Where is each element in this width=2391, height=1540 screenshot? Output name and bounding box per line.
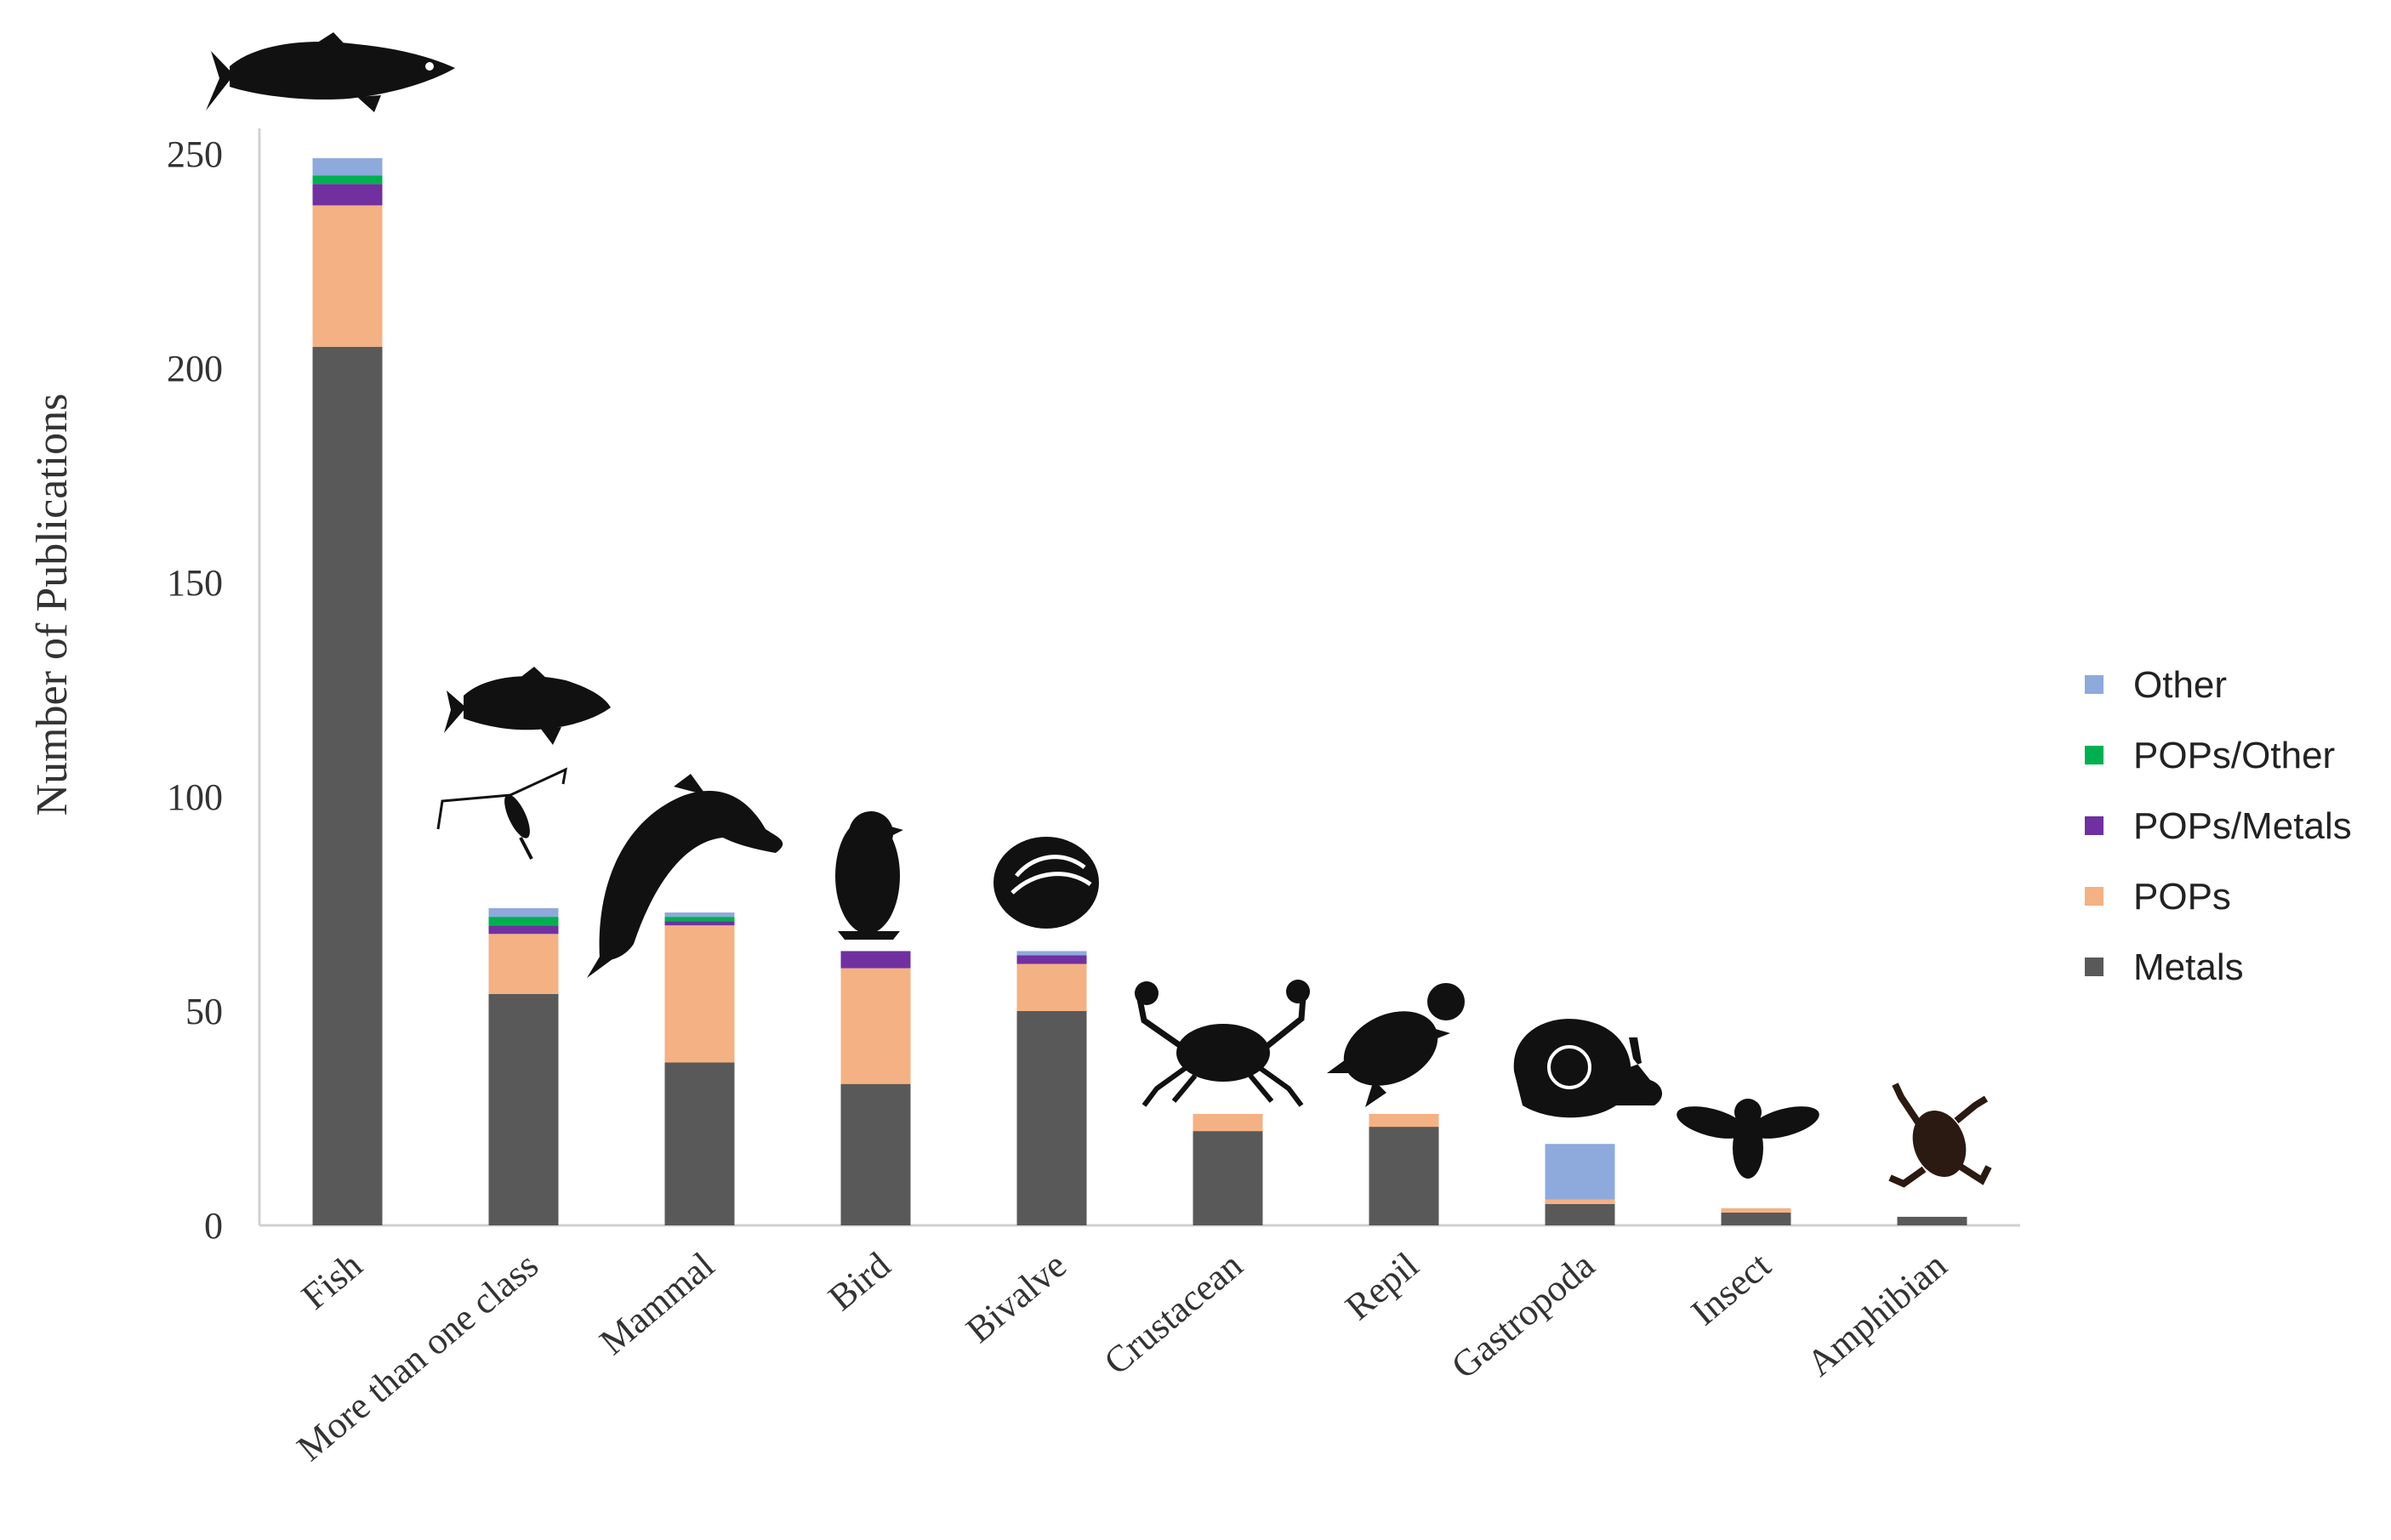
bar-segment: [1721, 1212, 1791, 1225]
legend-label: Metals: [2133, 946, 2244, 988]
bar-segment: [312, 175, 383, 185]
bar-segment: [312, 205, 383, 347]
y-tick-label: 200: [167, 348, 223, 389]
bar-segment: [1016, 1011, 1087, 1225]
crab-icon: [1135, 980, 1310, 1107]
frog-icon: [1888, 1083, 1992, 1188]
bar-segment: [488, 934, 559, 994]
penguin-icon: [835, 811, 903, 940]
x-tick-label: Fish: [293, 1244, 370, 1317]
y-tick-label: 150: [167, 562, 223, 604]
bar-segment: [1721, 1208, 1791, 1213]
bar-segment: [312, 184, 383, 206]
legend-swatch: [2085, 675, 2104, 694]
bar-segment: [312, 158, 383, 176]
bar-segment: [1016, 951, 1087, 956]
bar-segment: [488, 908, 559, 918]
bar-segment: [664, 925, 735, 1063]
fish-icon: [206, 32, 455, 112]
x-tick-label: Crustacean: [1096, 1244, 1250, 1383]
y-tick-label: 50: [185, 991, 223, 1032]
x-tick-label: Repil: [1337, 1244, 1426, 1328]
bar-segment: [1545, 1144, 1615, 1200]
turtle-icon: [1327, 983, 1465, 1107]
bar-segment: [1016, 955, 1087, 964]
y-tick-label: 250: [167, 134, 223, 175]
bar-segment: [840, 951, 911, 969]
bar-segment: [840, 968, 911, 1084]
legend-swatch: [2085, 958, 2104, 976]
legend-swatch: [2085, 887, 2104, 906]
legend-label: Other: [2133, 664, 2227, 706]
shell-icon: [993, 837, 1099, 929]
legend-swatch: [2085, 816, 2104, 835]
bar-segment: [488, 917, 559, 926]
bar-segment: [488, 993, 559, 1225]
bar-segment: [1369, 1113, 1439, 1128]
fish-and-copepod-icon: [436, 667, 611, 860]
fly-icon: [1677, 1099, 1819, 1179]
bar-segment: [1369, 1127, 1439, 1225]
x-tick-label: Amphibian: [1799, 1244, 1955, 1384]
bar-segment: [664, 921, 735, 926]
bar-segment: [1193, 1113, 1263, 1132]
legend-label: POPs/Other: [2133, 735, 2335, 776]
bar-segment: [1545, 1199, 1615, 1204]
bar-segment: [1545, 1203, 1615, 1225]
bar-segment: [664, 917, 735, 922]
x-tick-label: Insect: [1683, 1244, 1779, 1333]
bar-segment: [1016, 963, 1087, 1011]
snail-icon: [1513, 1019, 1663, 1118]
y-tick-label: 0: [204, 1205, 223, 1247]
legend-swatch: [2085, 746, 2104, 764]
x-tick-label: Mammal: [592, 1244, 722, 1363]
bar-segment: [488, 925, 559, 935]
bar-segment: [312, 346, 383, 1225]
y-tick-label: 100: [167, 776, 223, 818]
x-tick-label: Gastropoda: [1443, 1244, 1603, 1387]
legend-label: POPs/Metals: [2133, 805, 2352, 847]
bar-segment: [664, 912, 735, 918]
x-tick-label: Bivalve: [959, 1244, 1074, 1351]
bar-segment: [840, 1083, 911, 1225]
dolphin-icon: [587, 774, 783, 978]
bar-segment: [664, 1062, 735, 1225]
x-tick-label: Bird: [821, 1244, 898, 1319]
bar-segment: [1193, 1131, 1263, 1225]
bar-segment: [1897, 1216, 1967, 1225]
y-axis-label: Number of Publications: [28, 394, 77, 816]
legend-label: POPs: [2133, 876, 2231, 918]
